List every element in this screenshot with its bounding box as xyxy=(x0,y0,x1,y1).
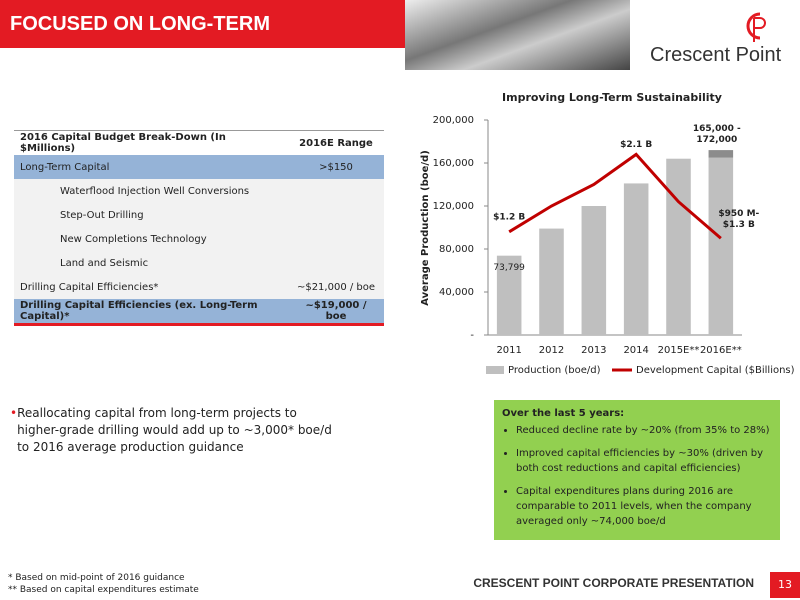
slide-title: FOCUSED ON LONG-TERM SUSTAINABILITY xyxy=(0,0,405,83)
bar xyxy=(623,183,649,335)
legend-label: Production (boe/d) xyxy=(508,365,601,376)
legend-swatch xyxy=(486,366,504,374)
callout-title: Over the last 5 years: xyxy=(502,408,625,419)
bar xyxy=(581,206,607,335)
table-row: Land and Seismic xyxy=(14,251,384,275)
footnote: ** Based on capital expenditures estimat… xyxy=(8,585,199,595)
bar xyxy=(708,157,734,335)
table-cell: ~$21,000 / boe xyxy=(288,275,384,299)
table-cell: Drilling Capital Efficiencies* xyxy=(14,275,288,299)
table-row: Step-Out Drilling xyxy=(14,203,384,227)
table-header-cell: 2016 Capital Budget Break-Down (In $Mill… xyxy=(20,132,226,154)
table-header: 2016 Capital Budget Break-Down (In $Mill… xyxy=(14,131,384,156)
y-tick-label: 40,000 xyxy=(439,287,474,298)
logo-mark xyxy=(746,12,766,42)
bullet-list: • Reallocating capital from long-term pro… xyxy=(10,405,340,456)
range-segment xyxy=(708,150,734,158)
table-cell: Waterflood Injection Well Conversions xyxy=(14,179,288,203)
table-row: Waterflood Injection Well Conversions xyxy=(14,179,384,203)
x-tick-label: 2014 xyxy=(623,345,648,356)
data-label: $2.1 B xyxy=(620,140,652,150)
bar xyxy=(496,255,522,335)
page-number: 13 xyxy=(770,572,800,598)
table-row: Long-Term Capital >$150 xyxy=(14,155,384,179)
table-header-cell: 2016E Range xyxy=(299,137,373,149)
callout-item: Improved capital efficiencies by ~30% (d… xyxy=(516,446,772,476)
chart-title: Improving Long-Term Sustainability xyxy=(502,91,722,104)
table-row: Drilling Capital Efficiencies* ~$21,000 /… xyxy=(14,275,384,299)
y-tick-label: 200,000 xyxy=(433,115,474,126)
y-tick-label: 160,000 xyxy=(433,158,474,169)
y-tick-label: 120,000 xyxy=(433,201,474,212)
table-cell: Long-Term Capital xyxy=(14,155,288,179)
bar xyxy=(666,158,691,335)
x-tick-label: 2011 xyxy=(496,345,521,356)
bar xyxy=(539,228,564,335)
table-cell: Drilling Capital Efficiencies (ex. Long-… xyxy=(14,299,288,325)
x-tick-label: 2015E** xyxy=(658,345,700,356)
legend-label: Development Capital ($Billions) xyxy=(636,365,795,376)
y-axis-label: Average Production (boe/d) xyxy=(420,150,431,306)
table-row: New Completions Technology xyxy=(14,227,384,251)
line xyxy=(508,152,722,240)
table-row: Drilling Capital Efficiencies (ex. Long-… xyxy=(14,299,384,325)
callout-box: Over the last 5 years: Reduced decline r… xyxy=(494,400,780,540)
budget-table: 2016 Capital Budget Break-Down (In $Mill… xyxy=(14,130,384,326)
table-cell: Step-Out Drilling xyxy=(14,203,288,227)
x-tick-label: 2016E** xyxy=(700,345,742,356)
callout-item: Reduced decline rate by ~20% (from 35% t… xyxy=(516,423,772,438)
footer-text: CRESCENT POINT CORPORATE PRESENTATION xyxy=(473,576,754,590)
callout-item: Capital expenditures plans during 2016 a… xyxy=(516,484,772,529)
y-tick-label: - xyxy=(470,330,474,341)
bullet: • Reallocating capital from long-term pro… xyxy=(10,405,340,456)
range-label: $950 M-$1.3 B xyxy=(718,209,759,230)
data-label: 73,799 xyxy=(493,263,525,273)
x-tick-label: 2012 xyxy=(539,345,564,356)
logo-text: Crescent Point xyxy=(650,44,782,66)
range-label: 165,000 -172,000 xyxy=(693,124,741,145)
footnote: * Based on mid-point of 2016 guidance xyxy=(8,573,185,583)
table-cell: >$150 xyxy=(288,155,384,179)
table-cell: New Completions Technology xyxy=(14,227,288,251)
x-tick-label: 2013 xyxy=(581,345,606,356)
y-tick-label: 80,000 xyxy=(439,244,474,255)
data-label: $1.2 B xyxy=(493,212,525,222)
table-cell: Land and Seismic xyxy=(14,251,288,275)
header-photo xyxy=(405,0,630,70)
chart: Improving Long-Term Sustainability Avera… xyxy=(420,91,795,376)
table-cell: ~$19,000 / boe xyxy=(288,299,384,325)
bullet-text: Reallocating capital from long-term proj… xyxy=(17,406,332,454)
